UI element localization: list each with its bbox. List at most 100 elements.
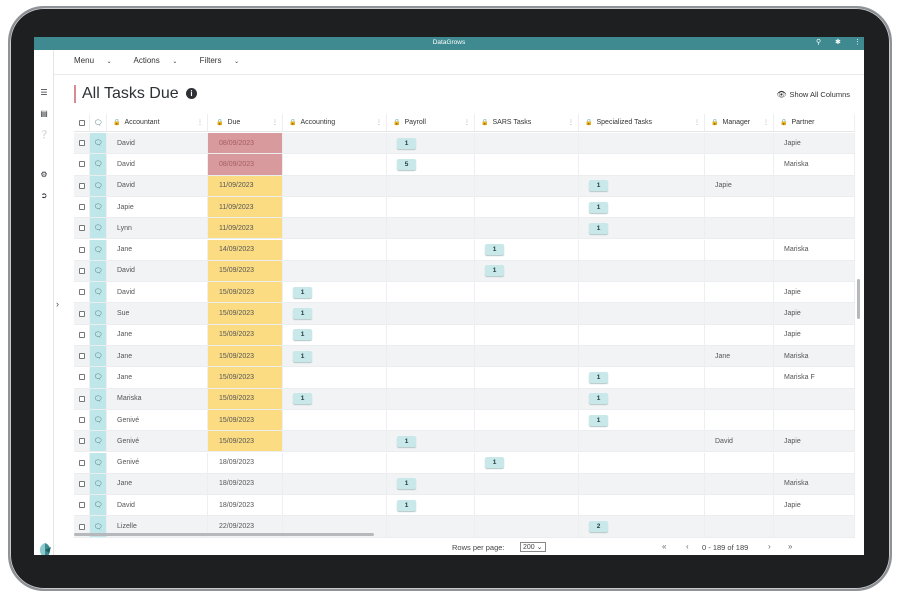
row-checkbox[interactable] [78,374,85,381]
first-page-icon[interactable]: « [662,542,667,551]
table-row[interactable]: 🗨 David 08/09/2023 1 Japie [74,133,855,155]
accounting-count-badge[interactable]: 1 [293,308,312,320]
table-row[interactable]: 🗨 Lizelle 22/09/2023 2 [74,516,855,538]
chat-icon[interactable]: 🗨 [93,267,103,275]
filters-dropdown[interactable]: Filters ⌄ [200,56,249,65]
chat-icon[interactable]: 🗨 [93,161,103,169]
chat-icon[interactable]: 🗨 [93,502,103,510]
table-row[interactable]: 🗨 Jane 15/09/2023 1 Jane Mariska [74,346,855,368]
accounting-count-badge[interactable]: 1 [293,329,312,341]
column-header-manager[interactable]: 🔒 Manager ⋮ [705,114,774,132]
specialized-count-badge[interactable]: 1 [589,371,608,383]
table-row[interactable]: 🗨 Lynn 11/09/2023 1 [74,218,855,240]
column-header-accountant[interactable]: 🔒 Accountant ⋮ [107,114,208,132]
row-checkbox[interactable] [78,204,85,211]
column-menu-icon[interactable]: ⋮ [464,120,470,126]
table-row[interactable]: 🗨 David 08/09/2023 5 Mariska [74,154,855,176]
table-row[interactable]: 🗨 David 18/09/2023 1 Japie [74,495,855,517]
specialized-count-badge[interactable]: 1 [589,180,608,192]
chat-icon[interactable]: 🗨 [93,140,103,148]
table-row[interactable]: 🗨 Sue 15/09/2023 1 Japie [74,303,855,325]
table-row[interactable]: 🗨 David 15/09/2023 1 [74,260,855,283]
chat-icon[interactable]: 🗨 [93,310,103,318]
specialized-count-badge[interactable]: 1 [589,414,608,426]
column-header-specialized-tasks[interactable]: 🔒 Specialized Tasks ⋮ [579,114,705,132]
row-checkbox[interactable] [78,438,85,445]
menu-dropdown[interactable]: Menu ⌄ [74,56,122,65]
actions-dropdown[interactable]: Actions ⌄ [134,56,188,65]
column-header-accounting[interactable]: 🔒 Accounting ⋮ [283,114,387,132]
table-row[interactable]: 🗨 Japie 11/09/2023 1 [74,196,855,219]
sars-count-badge[interactable]: 1 [485,244,504,256]
row-checkbox[interactable] [78,459,85,466]
table-row[interactable]: 🗨 David 15/09/2023 1 Japie [74,282,855,304]
table-row[interactable]: 🗨 David 11/09/2023 1 Japie [74,175,855,197]
column-header-partner[interactable]: 🔒 Partner [774,114,855,132]
row-checkbox[interactable] [78,310,85,317]
chat-icon[interactable]: 🗨 [93,480,103,488]
table-row[interactable]: 🗨 Jane 18/09/2023 1 Mariska [74,473,855,496]
chat-icon[interactable]: 🗨 [93,225,103,233]
gear-icon[interactable]: ⚙ [40,170,48,179]
table-row[interactable]: 🗨 Genivé 18/09/2023 1 [74,452,855,474]
more-vertical-icon[interactable]: ⋮ [854,39,861,46]
help-icon[interactable]: ❔ [39,130,49,139]
layers-icon[interactable]: ▤ [40,109,48,118]
info-icon[interactable]: i [186,88,197,99]
column-menu-icon[interactable]: ⋮ [763,120,769,126]
database-icon[interactable]: ☰ [40,88,48,97]
horizontal-scrollbar[interactable] [74,533,374,536]
chat-icon[interactable]: 🗨 [93,246,103,254]
sars-count-badge[interactable]: 1 [485,265,504,277]
specialized-count-badge[interactable]: 2 [589,521,608,533]
payroll-count-badge[interactable]: 1 [397,435,416,447]
chat-icon[interactable]: 🗨 [93,331,103,339]
column-menu-icon[interactable]: ⋮ [376,120,382,126]
row-checkbox[interactable] [78,331,85,338]
column-menu-icon[interactable]: ⋮ [197,120,203,126]
table-row[interactable]: 🗨 Jane 15/09/2023 1 Mariska F [74,367,855,389]
table-row[interactable]: 🗨 Jane 15/09/2023 1 Japie [74,324,855,346]
table-row[interactable]: 🗨 Genivé 15/09/2023 1 [74,409,855,432]
specialized-count-badge[interactable]: 1 [589,393,608,405]
chat-icon[interactable]: 🗨 [93,459,103,467]
chat-icon[interactable]: 🗨 [93,182,103,190]
row-checkbox[interactable] [78,395,85,402]
accounting-count-badge[interactable]: 1 [293,286,312,298]
accounting-count-badge[interactable]: 1 [293,393,312,405]
payroll-count-badge[interactable]: 1 [397,499,416,511]
payroll-count-badge[interactable]: 5 [397,158,416,170]
chat-icon[interactable]: 🗨 [93,353,103,361]
prev-page-icon[interactable]: ‹ [686,542,689,551]
row-checkbox[interactable] [78,161,85,168]
column-menu-icon[interactable]: ⋮ [272,120,278,126]
column-header-due[interactable]: 🔒 Due ⋮ [208,114,283,132]
chat-icon[interactable]: 🗨 [93,395,103,403]
vertical-scrollbar[interactable] [857,279,860,319]
row-checkbox[interactable] [78,182,85,189]
column-header-sars-tasks[interactable]: 🔒 SARS Tasks ⋮ [475,114,579,132]
row-checkbox[interactable] [78,289,85,296]
row-checkbox[interactable] [78,225,85,232]
table-row[interactable]: 🗨 Genivé 15/09/2023 1 David Japie [74,431,855,453]
column-menu-icon[interactable]: ⋮ [568,120,574,126]
specialized-count-badge[interactable]: 1 [589,222,608,234]
row-checkbox[interactable] [78,417,85,424]
row-checkbox[interactable] [78,480,85,487]
accounting-count-badge[interactable]: 1 [293,350,312,362]
row-checkbox[interactable] [78,140,85,147]
specialized-count-badge[interactable]: 1 [589,201,608,213]
row-checkbox[interactable] [78,246,85,253]
next-page-icon[interactable]: › [768,542,771,551]
row-checkbox[interactable] [78,267,85,274]
chat-icon[interactable]: 🗨 [93,374,103,382]
last-page-icon[interactable]: » [788,542,793,551]
chat-icon[interactable]: 🗨 [93,417,103,425]
row-checkbox[interactable] [78,502,85,509]
chat-icon[interactable]: 🗨 [93,438,103,446]
table-row[interactable]: 🗨 Jane 14/09/2023 1 Mariska [74,239,855,261]
rows-per-page-select[interactable]: 200 ⌄ [520,542,546,552]
column-menu-icon[interactable]: ⋮ [694,120,700,126]
row-checkbox[interactable] [78,523,85,530]
payroll-count-badge[interactable]: 1 [397,478,416,490]
